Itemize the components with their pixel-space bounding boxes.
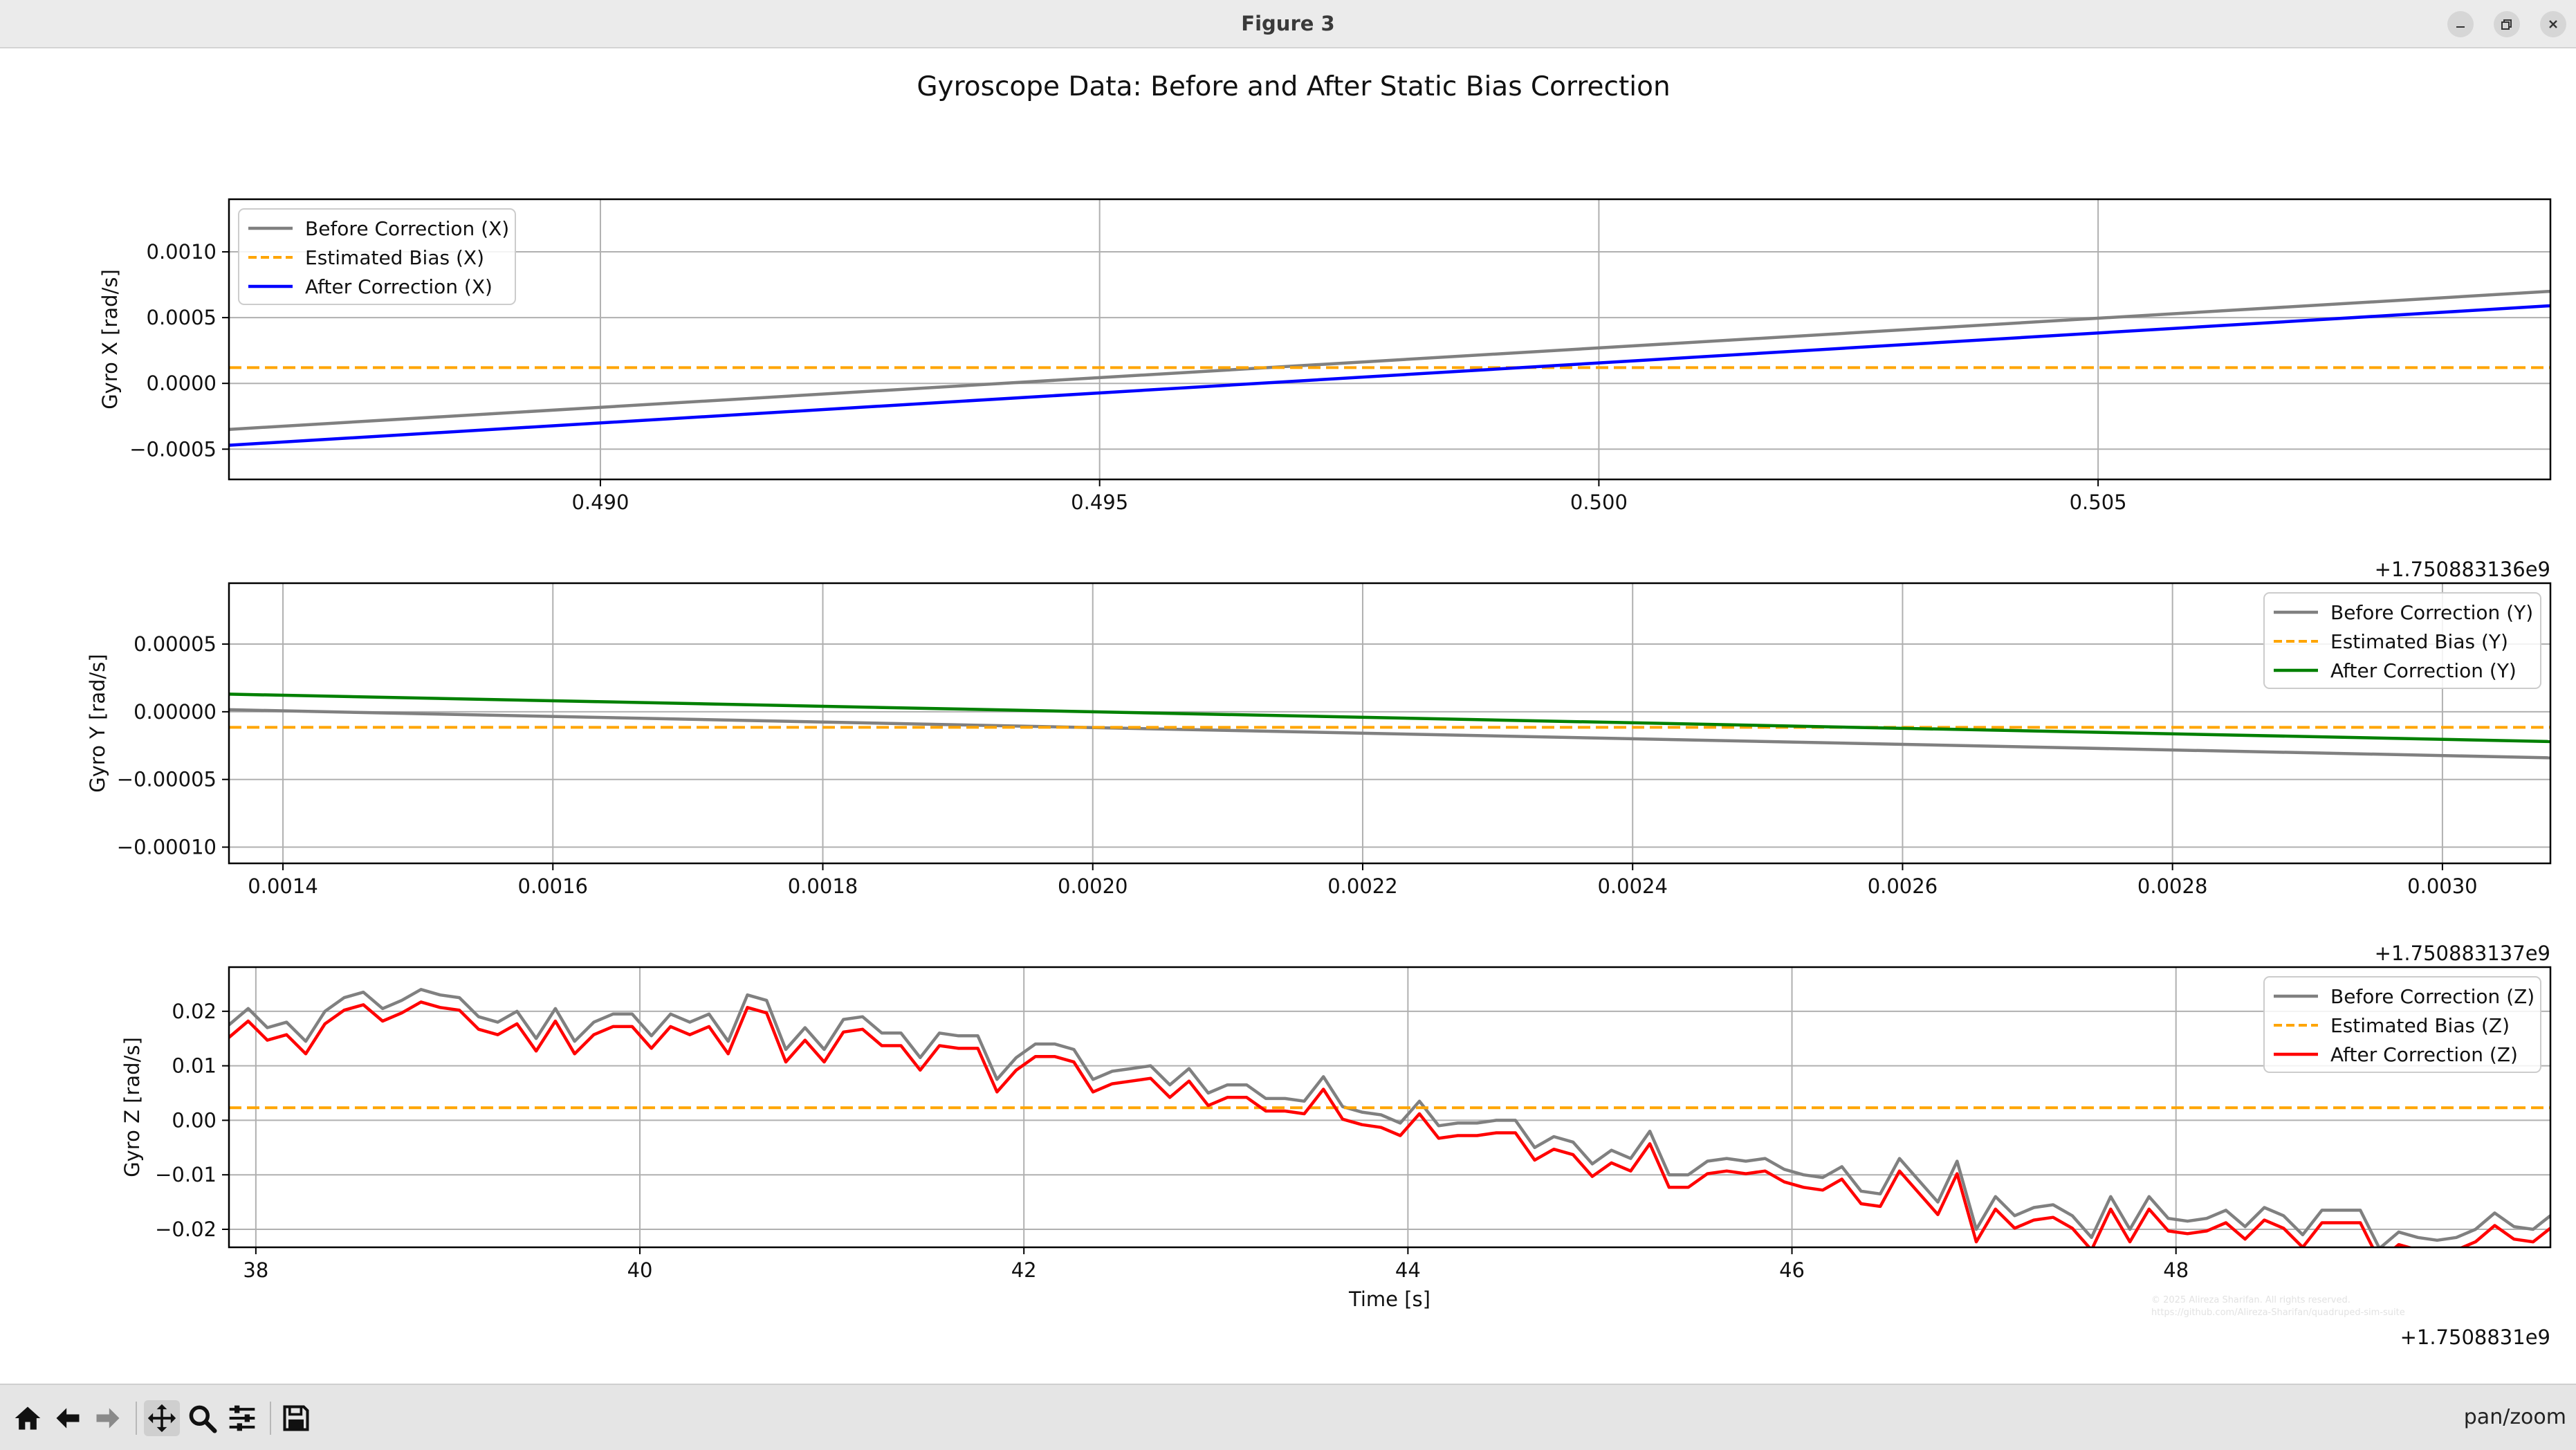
x-offset-label: +1.7508831e9 — [2400, 1325, 2550, 1349]
close-button[interactable] — [2540, 11, 2566, 37]
legend-label: Estimated Bias (X) — [305, 246, 484, 269]
legend-box — [238, 208, 516, 305]
x-tick-label: 0.0014 — [248, 874, 318, 898]
axes-frame — [228, 582, 2552, 865]
watermark-line-2: https://github.com/Alireza-Sharifan/quad… — [2151, 1307, 2405, 1318]
back-button[interactable] — [50, 1400, 86, 1436]
x-tick-label: 0.0024 — [1597, 874, 1667, 898]
y-tick-label: 0.0000 — [147, 371, 217, 395]
y-tick-label: −0.00005 — [117, 768, 217, 791]
series-line-before-correction-y — [229, 708, 2550, 760]
pan-button[interactable] — [144, 1400, 180, 1436]
legend-label: Estimated Bias (Z) — [2330, 1014, 2510, 1037]
x-tick-label: 0.0026 — [1868, 874, 1938, 898]
y-tick-label: 0.00005 — [134, 632, 217, 656]
toolbar-status: pan/zoom — [2463, 1405, 2566, 1429]
x-tick-label: 0.0030 — [2407, 874, 2477, 898]
y-tick-label: 0.00000 — [134, 700, 217, 724]
subplot-2: 0.0014 0.0016 0.0018 0.0020 0.0022 0.0024 0.00… — [86, 582, 2552, 965]
x-tick-label: 0.495 — [1071, 490, 1128, 514]
close-icon — [2549, 20, 2557, 28]
y-axis-label: Gyro X [rad/s] — [98, 269, 122, 410]
x-offset-label: +1.750883136e9 — [2375, 558, 2550, 581]
legend-label: After Correction (Y) — [2330, 659, 2517, 682]
legend-box — [2263, 976, 2541, 1073]
series-line-after-correction-z — [229, 1000, 2550, 1247]
x-tick-label: 38 — [243, 1258, 268, 1282]
magnifier-icon — [189, 1405, 217, 1433]
legend: Before Correction (X) Estimated Bias (X) A… — [238, 208, 516, 305]
series-line-after-correction-y — [229, 692, 2550, 744]
y-tick-label: −0.00010 — [117, 836, 217, 859]
series-line-after-correction-x — [229, 304, 2550, 447]
move-icon — [147, 1404, 176, 1433]
zoom-button[interactable] — [184, 1400, 220, 1436]
x-tick-label: 0.490 — [571, 490, 629, 514]
watermark-line-1: © 2025 Alireza Sharifan. All rights rese… — [2151, 1295, 2350, 1305]
legend-label: Estimated Bias (Y) — [2330, 630, 2508, 653]
sliders-icon — [229, 1405, 255, 1431]
legend-label: Before Correction (Y) — [2330, 601, 2533, 624]
x-tick-label: 0.0020 — [1058, 874, 1128, 898]
y-tick-label: −0.01 — [155, 1163, 217, 1186]
x-tick-label: 0.0022 — [1327, 874, 1397, 898]
forward-button[interactable] — [90, 1400, 126, 1436]
x-tick-label: 44 — [1395, 1258, 1421, 1282]
legend-label: After Correction (X) — [305, 275, 493, 298]
y-tick-label: 0.02 — [172, 1000, 217, 1023]
home-icon — [15, 1406, 41, 1430]
legend: Before Correction (Z) Estimated Bias (Z) A… — [2263, 976, 2541, 1073]
x-tick-label: 40 — [627, 1258, 653, 1282]
maximize-button[interactable] — [2494, 11, 2520, 37]
window-title: Figure 3 — [1241, 12, 1335, 35]
y-tick-label: 0.0010 — [147, 240, 217, 264]
axes-frame — [228, 198, 2552, 481]
x-tick-label: 0.500 — [1570, 490, 1628, 514]
navigation-toolbar: pan/zoom — [0, 1384, 2576, 1450]
x-tick-label: 42 — [1011, 1258, 1037, 1282]
figure-title: Gyroscope Data: Before and After Static … — [917, 71, 1670, 102]
y-tick-label: 0.01 — [172, 1054, 217, 1078]
subplot-3: 38 40 42 44 46 48 −0.02 −0.01 0.00 0.01 0.02 Gyro Z… — [120, 966, 2552, 1349]
legend: Before Correction (Y) Estimated Bias (Y) A… — [2263, 592, 2541, 689]
toolbar-separator — [136, 1402, 137, 1435]
x-tick-label: 0.505 — [2070, 490, 2127, 514]
axes-frame — [228, 966, 2552, 1249]
x-tick-label: 48 — [2163, 1258, 2189, 1282]
minimize-icon — [2456, 26, 2465, 28]
y-axis-label: Gyro Z [rad/s] — [120, 1037, 144, 1177]
legend-label: After Correction (Z) — [2330, 1043, 2518, 1066]
x-tick-label: 0.0028 — [2137, 874, 2207, 898]
arrow-right-icon — [96, 1408, 120, 1429]
subplot-1: 0.490 0.495 0.500 0.505 −0.0005 0.0000 0.0005 0… — [98, 198, 2552, 581]
y-tick-label: 0.00 — [172, 1108, 217, 1132]
x-tick-label: 0.0016 — [518, 874, 588, 898]
home-button[interactable] — [10, 1400, 46, 1436]
floppy-disk-icon — [283, 1405, 309, 1431]
y-tick-label: −0.02 — [155, 1218, 217, 1241]
restore-icon — [2501, 19, 2512, 30]
legend-box — [2263, 592, 2541, 689]
y-tick-label: 0.0005 — [147, 306, 217, 329]
save-button[interactable] — [278, 1400, 314, 1436]
toolbar-separator — [270, 1402, 271, 1435]
legend-label: Before Correction (X) — [305, 217, 509, 240]
y-axis-label: Gyro Y [rad/s] — [86, 654, 109, 792]
x-axis-label: Time [s] — [1348, 1287, 1430, 1311]
arrow-left-icon — [56, 1408, 80, 1429]
window-titlebar: Figure 3 — [0, 0, 2576, 48]
series-line-before-correction-x — [229, 289, 2550, 431]
figure-svg: Gyroscope Data: Before and After Static … — [86, 71, 2552, 1349]
y-tick-label: −0.0005 — [129, 437, 217, 461]
x-tick-label: 46 — [1779, 1258, 1805, 1282]
figure-canvas[interactable]: Gyroscope Data: Before and After Static … — [0, 48, 2576, 1384]
legend-label: Before Correction (Z) — [2330, 985, 2534, 1008]
configure-subplots-button[interactable] — [224, 1400, 260, 1436]
x-tick-label: 0.0018 — [788, 874, 858, 898]
x-offset-label: +1.750883137e9 — [2375, 942, 2550, 965]
minimize-button[interactable] — [2447, 11, 2474, 37]
series-line-before-correction-z — [229, 988, 2550, 1247]
